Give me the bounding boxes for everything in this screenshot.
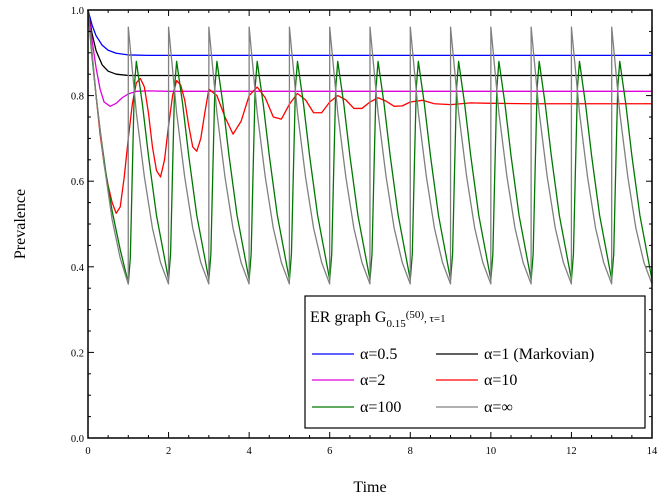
y-axis-title: Prevalence	[12, 189, 29, 259]
legend-label-5: α=∞	[484, 399, 513, 416]
legend-title-subscript: 0.15	[386, 318, 406, 330]
y-tick-label-1: 0.2	[71, 348, 84, 359]
legend-title-main: ER graph G	[310, 309, 387, 326]
y-tick-label-2: 0.4	[71, 263, 85, 274]
series-line-5	[87, 9, 653, 285]
x-tick-label-1: 2	[166, 446, 171, 457]
x-tick-label-2: 4	[247, 446, 253, 457]
legend-title-suffix: , τ=1	[424, 313, 446, 325]
x-tick-label-7: 14	[647, 446, 658, 457]
legend-box	[304, 295, 646, 429]
x-axis-title: Time	[353, 479, 386, 496]
legend-entries: α=0.5 α=1 (Markovian) α=2 α=10 α=100 α=∞	[312, 346, 594, 416]
y-tick-label-4: 0.8	[71, 92, 84, 103]
series-layer	[87, 9, 653, 285]
y-tick-label-3: 0.6	[71, 177, 84, 188]
series-line-4	[87, 9, 653, 285]
legend: ER graph G0.15(50), τ=1 α=0.5 α=1 (Markov…	[304, 295, 646, 429]
series-line-2	[87, 9, 652, 107]
legend-title-superscript: (50)	[406, 309, 425, 321]
legend-title: ER graph G0.15(50), τ=1	[310, 309, 446, 330]
legend-label-0: α=0.5	[360, 346, 397, 363]
x-tick-label-0: 0	[85, 446, 90, 457]
x-tick-label-6: 12	[566, 446, 577, 457]
ticks-layer: 0 2 4 6 8 10 12 14 0.0 0.2 0.4 0.6 0.8 1.0	[71, 6, 658, 457]
legend-label-1: α=1 (Markovian)	[484, 346, 594, 363]
x-tick-label-4: 8	[408, 446, 413, 457]
x-tick-label-5: 10	[486, 446, 497, 457]
legend-label-2: α=2	[360, 372, 385, 389]
legend-label-3: α=10	[484, 372, 517, 389]
x-tick-label-3: 6	[327, 446, 332, 457]
y-tick-label-5: 1.0	[71, 6, 84, 17]
y-tick-label-0: 0.0	[71, 434, 84, 445]
legend-label-4: α=100	[360, 399, 401, 416]
